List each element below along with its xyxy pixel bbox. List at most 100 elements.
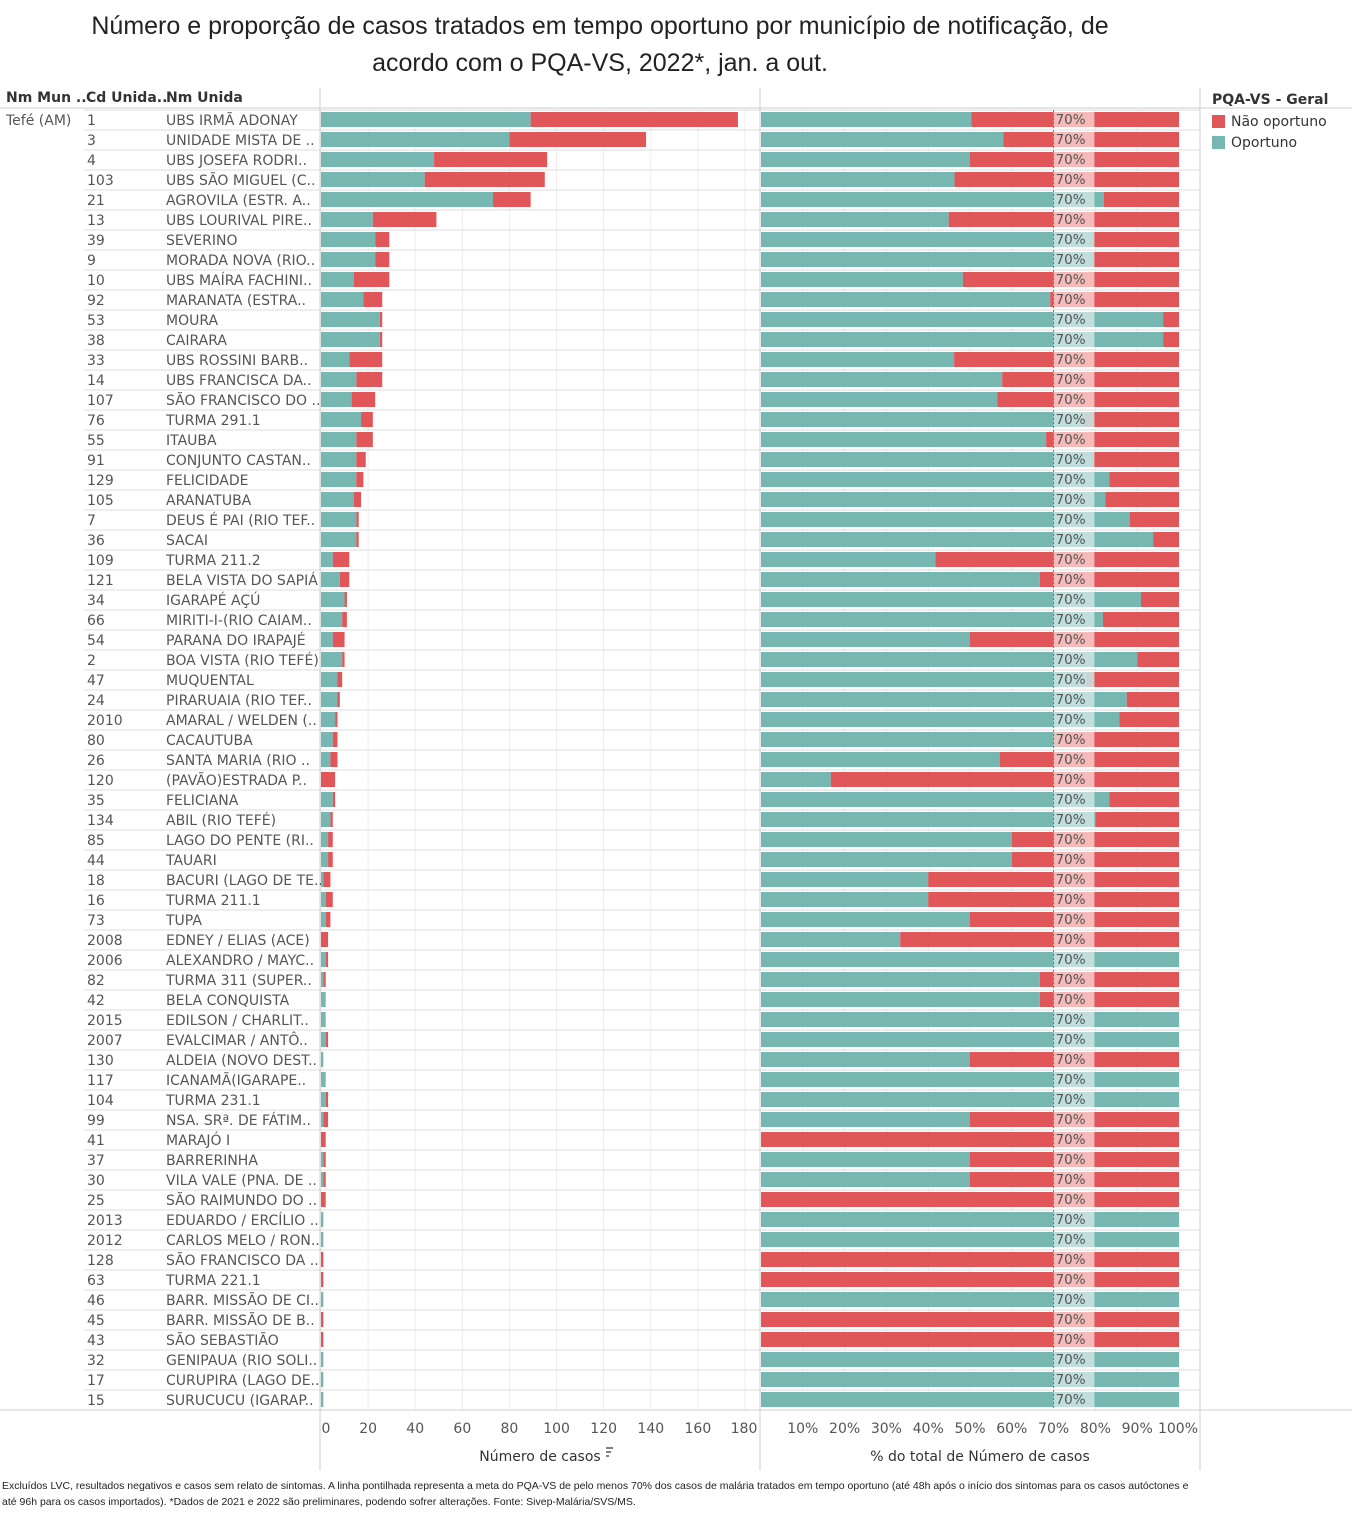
bar-oportuno-percent[interactable] [761,1172,970,1187]
bar-oportuno-percent[interactable] [761,132,1004,147]
bar-oportuno-count[interactable] [321,1052,324,1067]
bar-nao-oportuno-count[interactable] [321,1252,324,1267]
bar-nao-oportuno-percent[interactable] [1084,412,1179,427]
bar-nao-oportuno-count[interactable] [379,312,383,327]
bar-oportuno-percent[interactable] [761,632,970,647]
bar-nao-oportuno-count[interactable] [339,572,350,587]
bar-nao-oportuno-count[interactable] [363,292,383,307]
bar-nao-oportuno-count[interactable] [356,472,364,487]
bar-nao-oportuno-percent[interactable] [761,1252,1179,1267]
bar-oportuno-count[interactable] [321,252,376,267]
sort-icon[interactable] [606,1447,613,1457]
bar-nao-oportuno-percent[interactable] [1105,492,1179,507]
bar-oportuno-count[interactable] [321,492,354,507]
bar-nao-oportuno-percent[interactable] [1140,592,1179,607]
bar-oportuno-percent[interactable] [761,552,936,567]
bar-nao-oportuno-count[interactable] [434,152,548,167]
bar-oportuno-percent[interactable] [761,832,1012,847]
bar-nao-oportuno-count[interactable] [325,892,333,907]
bar-oportuno-percent[interactable] [761,672,1087,687]
bar-oportuno-count[interactable] [321,872,324,887]
bar-oportuno-count[interactable] [321,1372,324,1387]
bar-nao-oportuno-count[interactable] [332,792,336,807]
bar-oportuno-percent[interactable] [761,272,963,287]
bar-oportuno-count[interactable] [321,632,333,647]
bar-oportuno-count[interactable] [321,712,336,727]
bar-oportuno-count[interactable] [321,812,331,827]
bar-oportuno-count[interactable] [321,392,352,407]
bar-oportuno-percent[interactable] [761,1052,970,1067]
bar-oportuno-percent[interactable] [761,1232,1179,1247]
bar-oportuno-percent[interactable] [761,152,970,167]
bar-nao-oportuno-count[interactable] [492,192,531,207]
bar-nao-oportuno-count[interactable] [323,872,331,887]
bar-nao-oportuno-percent[interactable] [761,1312,1179,1327]
bar-nao-oportuno-count[interactable] [330,812,333,827]
bar-oportuno-count[interactable] [321,132,510,147]
bar-nao-oportuno-percent[interactable] [761,1332,1179,1347]
bar-oportuno-percent[interactable] [761,712,1120,727]
bar-oportuno-percent[interactable] [761,412,1085,427]
bar-nao-oportuno-count[interactable] [356,532,359,547]
bar-nao-oportuno-count[interactable] [325,1092,329,1107]
bar-oportuno-percent[interactable] [761,332,1164,347]
bar-oportuno-percent[interactable] [761,472,1110,487]
bar-oportuno-percent[interactable] [761,652,1138,667]
bar-oportuno-count[interactable] [321,1152,324,1167]
bar-oportuno-count[interactable] [321,672,338,687]
bar-nao-oportuno-count[interactable] [330,752,338,767]
bar-oportuno-count[interactable] [321,1292,324,1307]
bar-oportuno-percent[interactable] [761,852,1012,867]
bar-oportuno-count[interactable] [321,212,373,227]
bar-oportuno-percent[interactable] [761,1292,1179,1307]
bar-oportuno-count[interactable] [321,532,357,547]
bar-nao-oportuno-percent[interactable] [1090,452,1179,467]
bar-nao-oportuno-count[interactable] [321,932,329,947]
bar-oportuno-count[interactable] [321,192,493,207]
bar-oportuno-count[interactable] [321,1392,324,1407]
bar-oportuno-percent[interactable] [761,1112,970,1127]
bar-nao-oportuno-count[interactable] [332,552,350,567]
bar-oportuno-percent[interactable] [761,452,1091,467]
bar-oportuno-count[interactable] [321,1012,326,1027]
header-nome-unidade[interactable]: Nm Unida [166,90,243,106]
bar-oportuno-count[interactable] [321,752,331,767]
bar-oportuno-percent[interactable] [761,792,1110,807]
bar-nao-oportuno-percent[interactable] [1163,332,1179,347]
bar-oportuno-count[interactable] [321,652,343,667]
bar-oportuno-count[interactable] [321,172,425,187]
bar-nao-oportuno-percent[interactable] [1129,512,1179,527]
bar-oportuno-percent[interactable] [761,992,1040,1007]
header-municipio[interactable]: Nm Mun .. [6,90,87,106]
bar-nao-oportuno-count[interactable] [372,212,437,227]
bar-nao-oportuno-percent[interactable] [1102,612,1179,627]
bar-nao-oportuno-count[interactable] [361,412,373,427]
bar-nao-oportuno-count[interactable] [321,1192,326,1207]
bar-nao-oportuno-count[interactable] [325,952,329,967]
legend-item-nao-oportuno[interactable]: Não oportuno [1212,111,1328,132]
bar-oportuno-count[interactable] [321,852,329,867]
bar-oportuno-percent[interactable] [761,572,1040,587]
bar-nao-oportuno-count[interactable] [344,592,347,607]
bar-oportuno-count[interactable] [321,312,380,327]
bar-nao-oportuno-percent[interactable] [761,1132,1179,1147]
bar-oportuno-percent[interactable] [761,512,1130,527]
bar-nao-oportuno-count[interactable] [530,112,738,127]
bar-nao-oportuno-count[interactable] [321,1272,324,1287]
bar-oportuno-percent[interactable] [761,172,955,187]
bar-nao-oportuno-percent[interactable] [1095,812,1179,827]
bar-oportuno-count[interactable] [321,572,340,587]
bar-nao-oportuno-percent[interactable] [1011,832,1179,847]
bar-nao-oportuno-percent[interactable] [1103,192,1179,207]
bar-oportuno-percent[interactable] [761,192,1104,207]
bar-nao-oportuno-count[interactable] [342,652,345,667]
bar-nao-oportuno-percent[interactable] [761,1192,1179,1207]
bar-oportuno-count[interactable] [321,1212,324,1227]
bar-nao-oportuno-percent[interactable] [761,1272,1179,1287]
bar-oportuno-percent[interactable] [761,912,970,927]
bar-nao-oportuno-count[interactable] [356,452,366,467]
bar-oportuno-count[interactable] [321,152,435,167]
bar-nao-oportuno-count[interactable] [353,272,390,287]
bar-oportuno-percent[interactable] [761,872,929,887]
legend-item-oportuno[interactable]: Oportuno [1212,132,1328,153]
